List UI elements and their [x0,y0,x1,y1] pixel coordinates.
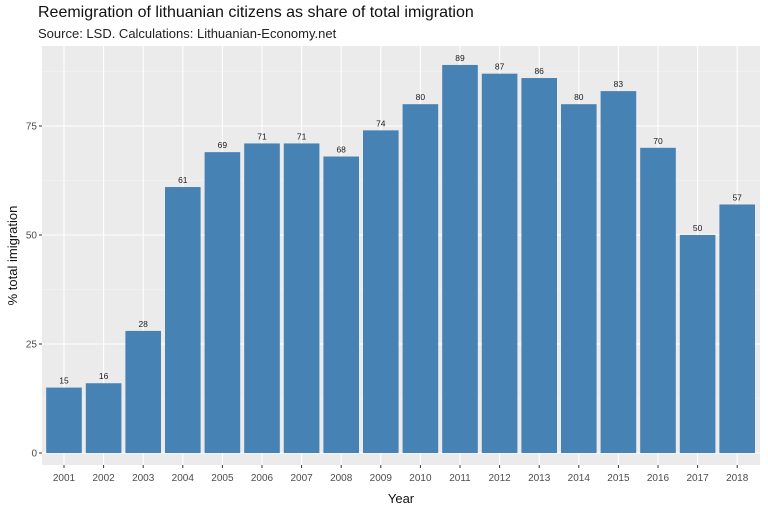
bar [442,64,478,454]
chart-title: Reemigration of lithuanian citizens as s… [38,4,474,21]
data-label: 50 [693,223,703,233]
x-tick-label: 2002 [92,473,115,484]
bar [165,187,201,454]
x-tick-label: 2008 [330,473,353,484]
data-label: 87 [495,62,505,72]
data-label: 80 [574,92,584,102]
bar [561,104,597,453]
data-label: 61 [178,175,188,185]
x-tick-label: 2016 [647,473,670,484]
bar [481,73,518,454]
data-label: 57 [732,192,742,202]
x-tick-label: 2006 [251,473,274,484]
y-tick-label: 50 [26,231,38,242]
bar [204,152,241,453]
x-tick-label: 2011 [449,473,471,484]
data-label: 89 [455,53,465,63]
bar [600,91,637,454]
y-tick-label: 0 [31,449,37,460]
data-label: 28 [138,319,148,329]
y-tick-label: 75 [26,122,38,133]
data-label: 71 [297,131,307,141]
x-tick-label: 2001 [53,473,76,484]
x-tick-label: 2005 [211,473,234,484]
data-label: 69 [218,140,228,150]
bar [719,204,755,453]
x-tick-label: 2018 [726,473,749,484]
x-tick-label: 2003 [132,473,155,484]
x-tick-label: 2004 [172,473,195,484]
x-tick-label: 2010 [409,473,432,484]
data-label: 16 [99,371,109,381]
data-label: 74 [376,118,386,128]
data-label: 68 [336,145,346,155]
bar [402,104,439,453]
x-tick-label: 2017 [686,473,709,484]
data-label: 86 [534,66,544,76]
data-label: 83 [614,79,624,89]
x-tick-label: 2014 [568,473,591,484]
y-tick-label: 25 [26,340,38,351]
bar [244,143,280,453]
x-tick-label: 2009 [370,473,393,484]
bar [46,387,82,453]
data-label: 70 [653,136,663,146]
y-axis-title: % total imigration [5,206,20,306]
data-label: 71 [257,131,267,141]
x-tick-label: 2013 [528,473,551,484]
x-tick-label: 2012 [488,473,511,484]
bar [363,130,399,454]
bar [85,383,122,453]
bar [640,147,676,454]
bar [521,78,557,453]
x-axis-title: Year [388,491,415,506]
x-tick-label: 2015 [607,473,630,484]
data-label: 15 [59,376,69,386]
chart-subtitle: Source: LSD. Calculations: Lithuanian-Ec… [38,26,337,41]
x-tick-label: 2007 [290,473,313,484]
bar [125,330,161,453]
bar [323,156,359,453]
bar [679,235,716,453]
bar [283,143,320,453]
data-label: 80 [416,92,426,102]
